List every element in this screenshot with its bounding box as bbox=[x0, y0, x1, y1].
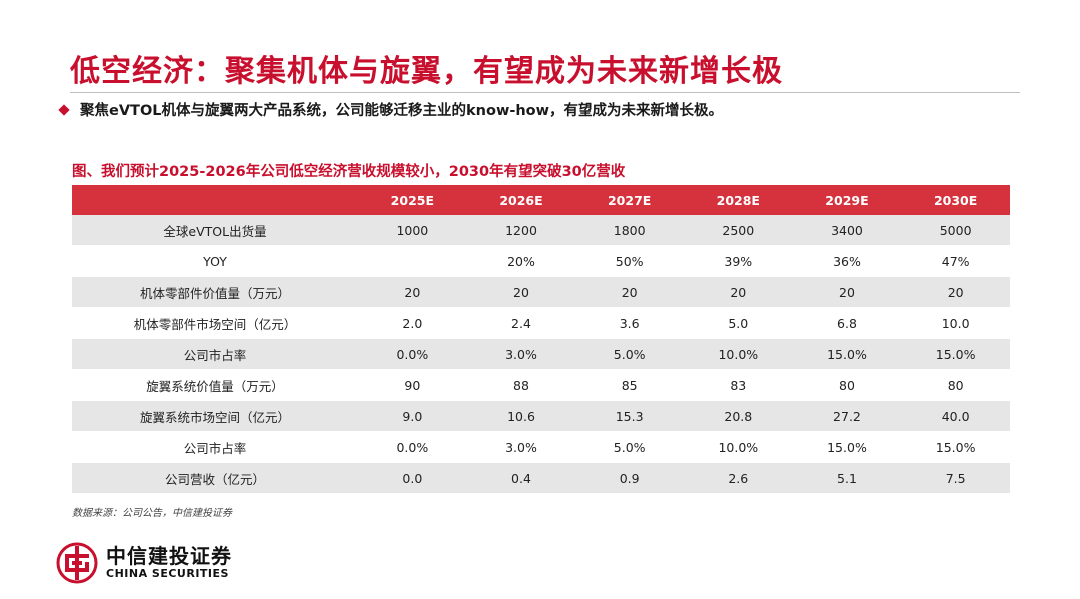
value-cell: 0.9 bbox=[575, 462, 684, 494]
value-cell: 15.0% bbox=[792, 338, 902, 370]
value-cell: 5.0 bbox=[683, 307, 793, 339]
header-cell: 2025E bbox=[358, 185, 467, 215]
value-cell: 10.6 bbox=[466, 400, 576, 432]
value-cell: 5.0% bbox=[575, 431, 684, 463]
row-label-cell: 旋翼系统市场空间（亿元） bbox=[72, 400, 359, 432]
value-cell: 80 bbox=[792, 369, 902, 401]
table-row: 机体零部件市场空间（亿元） 2.0 2.4 3.6 5.0 6.8 10.0 bbox=[72, 307, 1010, 339]
value-cell: 5.1 bbox=[792, 462, 902, 494]
row-label-cell: 公司市占率 bbox=[72, 338, 359, 370]
value-cell: 6.8 bbox=[792, 307, 902, 339]
table-row: 旋翼系统价值量（万元） 90 88 85 83 80 80 bbox=[72, 369, 1010, 401]
table-header-row: 2025E 2026E 2027E 2028E 2029E 2030E bbox=[72, 185, 1010, 215]
row-label-cell: 全球eVTOL出货量 bbox=[72, 215, 359, 246]
value-cell: 27.2 bbox=[792, 400, 902, 432]
value-cell: 15.0% bbox=[901, 431, 1010, 463]
table-row: YOY 20% 50% 39% 36% 47% bbox=[72, 245, 1010, 277]
value-cell: 2.0 bbox=[358, 307, 467, 339]
value-cell: 90 bbox=[358, 369, 467, 401]
header-cell: 2027E bbox=[575, 185, 684, 215]
value-cell: 47% bbox=[901, 245, 1010, 277]
header-cell: 2026E bbox=[466, 185, 576, 215]
table-row: 公司市占率 0.0% 3.0% 5.0% 10.0% 15.0% 15.0% bbox=[72, 338, 1010, 370]
header-cell: 2028E bbox=[683, 185, 793, 215]
row-label-cell: 旋翼系统价值量（万元） bbox=[72, 369, 359, 401]
value-cell: 15.3 bbox=[575, 400, 684, 432]
value-cell: 83 bbox=[683, 369, 793, 401]
table-row: 公司市占率 0.0% 3.0% 5.0% 10.0% 15.0% 15.0% bbox=[72, 431, 1010, 463]
citic-logo-icon bbox=[56, 542, 98, 584]
value-cell: 20 bbox=[575, 276, 684, 308]
value-cell: 20 bbox=[901, 276, 1010, 308]
row-label-cell: 公司营收（亿元） bbox=[72, 462, 359, 494]
title-divider bbox=[70, 92, 1020, 93]
bullet-point: 聚焦eVTOL机体与旋翼两大产品系统，公司能够迁移主业的know-how，有望成… bbox=[58, 99, 723, 120]
value-cell: 36% bbox=[792, 245, 902, 277]
value-cell: 0.4 bbox=[466, 462, 576, 494]
header-cell bbox=[72, 185, 359, 215]
diamond-bullet-icon bbox=[58, 103, 70, 116]
forecast-table: 2025E 2026E 2027E 2028E 2029E 2030E 全球eV… bbox=[72, 185, 1010, 494]
value-cell: 2.6 bbox=[683, 462, 793, 494]
value-cell bbox=[358, 245, 467, 277]
header-cell: 2029E bbox=[792, 185, 902, 215]
value-cell: 39% bbox=[683, 245, 793, 277]
value-cell: 5000 bbox=[901, 215, 1010, 246]
row-label-cell: 公司市占率 bbox=[72, 431, 359, 463]
value-cell: 1000 bbox=[358, 215, 467, 246]
table-row: 公司营收（亿元） 0.0 0.4 0.9 2.6 5.1 7.5 bbox=[72, 462, 1010, 494]
logo-name-en: CHINA SECURITIES bbox=[106, 567, 229, 580]
value-cell: 7.5 bbox=[901, 462, 1010, 494]
value-cell: 88 bbox=[466, 369, 576, 401]
value-cell: 0.0% bbox=[358, 431, 467, 463]
table-row: 全球eVTOL出货量 1000 1200 1800 2500 3400 5000 bbox=[72, 215, 1010, 246]
table-row: 机体零部件价值量（万元） 20 20 20 20 20 20 bbox=[72, 276, 1010, 308]
value-cell: 20 bbox=[792, 276, 902, 308]
value-cell: 3.0% bbox=[466, 431, 576, 463]
value-cell: 1200 bbox=[466, 215, 576, 246]
value-cell: 15.0% bbox=[901, 338, 1010, 370]
row-label-cell: 机体零部件价值量（万元） bbox=[72, 276, 359, 308]
header-cell: 2030E bbox=[901, 185, 1010, 215]
value-cell: 2.4 bbox=[466, 307, 576, 339]
company-logo: 中信建投证券 CHINA SECURITIES bbox=[56, 542, 232, 584]
value-cell: 20 bbox=[466, 276, 576, 308]
value-cell: 10.0% bbox=[683, 431, 793, 463]
value-cell: 3400 bbox=[792, 215, 902, 246]
value-cell: 9.0 bbox=[358, 400, 467, 432]
table-caption: 图、我们预计2025-2026年公司低空经济营收规模较小，2030年有望突破30… bbox=[72, 164, 626, 180]
row-label-cell: 机体零部件市场空间（亿元） bbox=[72, 307, 359, 339]
value-cell: 1800 bbox=[575, 215, 684, 246]
value-cell: 80 bbox=[901, 369, 1010, 401]
value-cell: 0.0 bbox=[358, 462, 467, 494]
value-cell: 2500 bbox=[683, 215, 793, 246]
table-row: 旋翼系统市场空间（亿元） 9.0 10.6 15.3 20.8 27.2 40.0 bbox=[72, 400, 1010, 432]
value-cell: 85 bbox=[575, 369, 684, 401]
value-cell: 10.0% bbox=[683, 338, 793, 370]
value-cell: 40.0 bbox=[901, 400, 1010, 432]
value-cell: 3.0% bbox=[466, 338, 576, 370]
bullet-text: 聚焦eVTOL机体与旋翼两大产品系统，公司能够迁移主业的know-how，有望成… bbox=[80, 103, 724, 119]
value-cell: 10.0 bbox=[901, 307, 1010, 339]
value-cell: 50% bbox=[575, 245, 684, 277]
row-label-cell: YOY bbox=[72, 245, 359, 277]
data-source-note: 数据来源：公司公告，中信建投证券 bbox=[72, 508, 232, 519]
value-cell: 3.6 bbox=[575, 307, 684, 339]
slide-title: 低空经济：聚集机体与旋翼，有望成为未来新增长极 bbox=[70, 54, 783, 89]
value-cell: 20% bbox=[466, 245, 576, 277]
value-cell: 20.8 bbox=[683, 400, 793, 432]
value-cell: 5.0% bbox=[575, 338, 684, 370]
logo-name-cn: 中信建投证券 bbox=[106, 544, 232, 568]
value-cell: 0.0% bbox=[358, 338, 467, 370]
value-cell: 20 bbox=[683, 276, 793, 308]
value-cell: 20 bbox=[358, 276, 467, 308]
value-cell: 15.0% bbox=[792, 431, 902, 463]
